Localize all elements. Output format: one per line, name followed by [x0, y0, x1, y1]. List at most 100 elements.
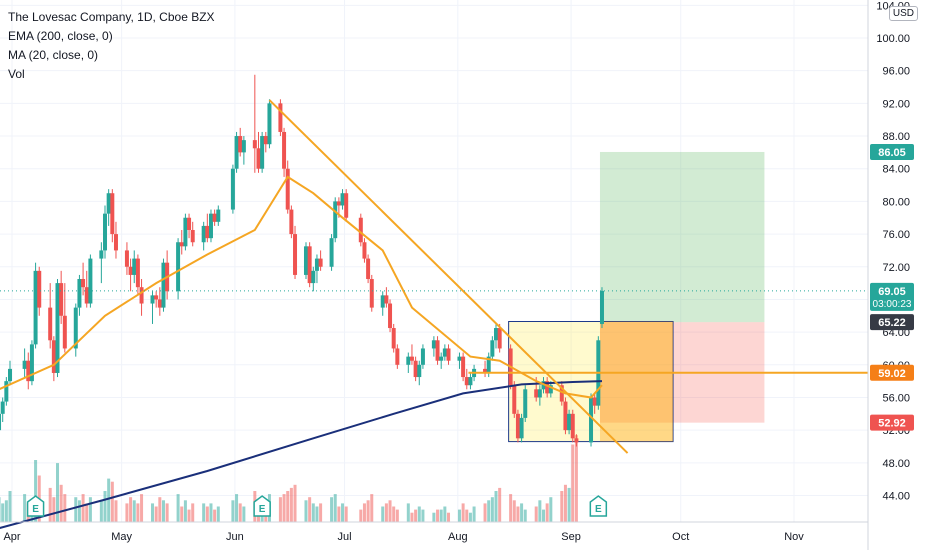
- candle-body: [344, 193, 349, 218]
- price-label-bg: [870, 314, 914, 331]
- volume-bar: [545, 503, 549, 522]
- earnings-marker-label: E: [595, 504, 602, 515]
- candle-body: [464, 377, 469, 386]
- volume-bar: [523, 509, 527, 522]
- legend-symbol[interactable]: The Lovesac Company, 1D, Cboe BZX: [8, 10, 215, 24]
- legend-vol[interactable]: Vol: [8, 67, 25, 81]
- candle-body: [208, 213, 213, 239]
- volume-bar: [289, 487, 293, 522]
- volume-bar: [183, 500, 187, 522]
- volume-bar: [308, 497, 312, 522]
- candle-body: [256, 148, 261, 169]
- volume-bar: [231, 500, 235, 522]
- zones-layer[interactable]: [508, 151, 765, 443]
- candle-body: [62, 315, 67, 349]
- volume-bar: [509, 494, 513, 522]
- candle-body: [26, 360, 31, 382]
- candle-body: [329, 238, 334, 267]
- volume-bar: [421, 509, 425, 522]
- candle-body: [230, 168, 235, 210]
- candle-body: [161, 262, 166, 308]
- volume-bar: [158, 497, 162, 522]
- chart-legend[interactable]: The Lovesac Company, 1D, Cboe BZX EMA (2…: [8, 8, 215, 84]
- volume-bar: [103, 491, 107, 522]
- candle-body: [0, 413, 2, 431]
- volume-bar: [574, 435, 578, 522]
- legend-ma[interactable]: MA (20, close, 0): [8, 48, 99, 62]
- candle-body: [139, 287, 144, 304]
- volume-bar: [8, 491, 12, 522]
- volume-bar: [110, 481, 114, 522]
- volume-bar: [286, 491, 290, 522]
- candle-body: [358, 217, 363, 243]
- volume-bar: [443, 506, 447, 522]
- volume-bar: [366, 500, 370, 522]
- volume-bar: [52, 497, 56, 522]
- volume-bar: [490, 497, 494, 522]
- currency-badge[interactable]: USD: [888, 6, 918, 21]
- candle-body: [435, 340, 440, 361]
- candle-body: [234, 136, 239, 169]
- volume-bar: [125, 503, 129, 522]
- candle-body: [0, 401, 5, 414]
- volume-bar: [359, 509, 363, 522]
- candle-body: [84, 287, 89, 304]
- price-label-bg: [870, 364, 914, 381]
- candle-body: [314, 258, 319, 271]
- entry-overlap-zone: [599, 321, 674, 442]
- volume-bar: [4, 500, 8, 522]
- volume-bar: [176, 494, 180, 522]
- y-tick-label: 88.00: [882, 131, 910, 143]
- ma20-line: [0, 175, 603, 399]
- candle-body: [55, 283, 60, 373]
- candles-layer[interactable]: [0, 74, 604, 447]
- candle-body: [103, 213, 108, 251]
- candle-body: [483, 368, 488, 373]
- candle-body: [409, 356, 414, 361]
- candle-body: [497, 328, 502, 349]
- candle-body: [157, 299, 162, 308]
- y-tick-label: 96.00: [882, 66, 910, 78]
- volume-bar: [85, 503, 89, 522]
- candle-body: [318, 258, 323, 267]
- volume-bar: [304, 500, 308, 522]
- x-tick-label: Nov: [784, 531, 804, 543]
- legend-ema[interactable]: EMA (200, close, 0): [8, 29, 113, 43]
- candle-body: [457, 356, 462, 361]
- candle-body: [563, 401, 568, 431]
- candle-body: [179, 242, 184, 247]
- candle-body: [589, 397, 594, 443]
- y-tick-label: 48.00: [882, 458, 910, 470]
- price-label-text: 69.05: [878, 286, 906, 298]
- volume-bar: [293, 484, 297, 522]
- volume-bar: [447, 512, 451, 522]
- volume-bar: [465, 509, 469, 522]
- x-tick-label: May: [111, 531, 132, 543]
- candle-body: [29, 344, 34, 382]
- candle-body: [446, 348, 451, 361]
- volume-bar: [99, 500, 103, 522]
- candle-body: [37, 270, 42, 308]
- volume-bar: [381, 506, 385, 522]
- volume-bar: [395, 509, 399, 522]
- volume-bar: [81, 494, 85, 522]
- candle-body: [431, 340, 436, 349]
- candle-body: [48, 307, 53, 341]
- volume-bar: [187, 509, 191, 522]
- y-tick-label: 92.00: [882, 98, 910, 110]
- candle-body: [51, 340, 56, 373]
- candle-body: [124, 250, 129, 267]
- candle-body: [22, 360, 27, 369]
- candle-body: [574, 438, 579, 443]
- candle-body: [289, 209, 294, 235]
- volume-bar: [238, 503, 242, 522]
- drawing-layer[interactable]: [0, 99, 868, 454]
- candle-body: [81, 279, 86, 288]
- volume-bar: [341, 503, 345, 522]
- candle-body: [113, 234, 118, 251]
- candle-body: [154, 295, 159, 300]
